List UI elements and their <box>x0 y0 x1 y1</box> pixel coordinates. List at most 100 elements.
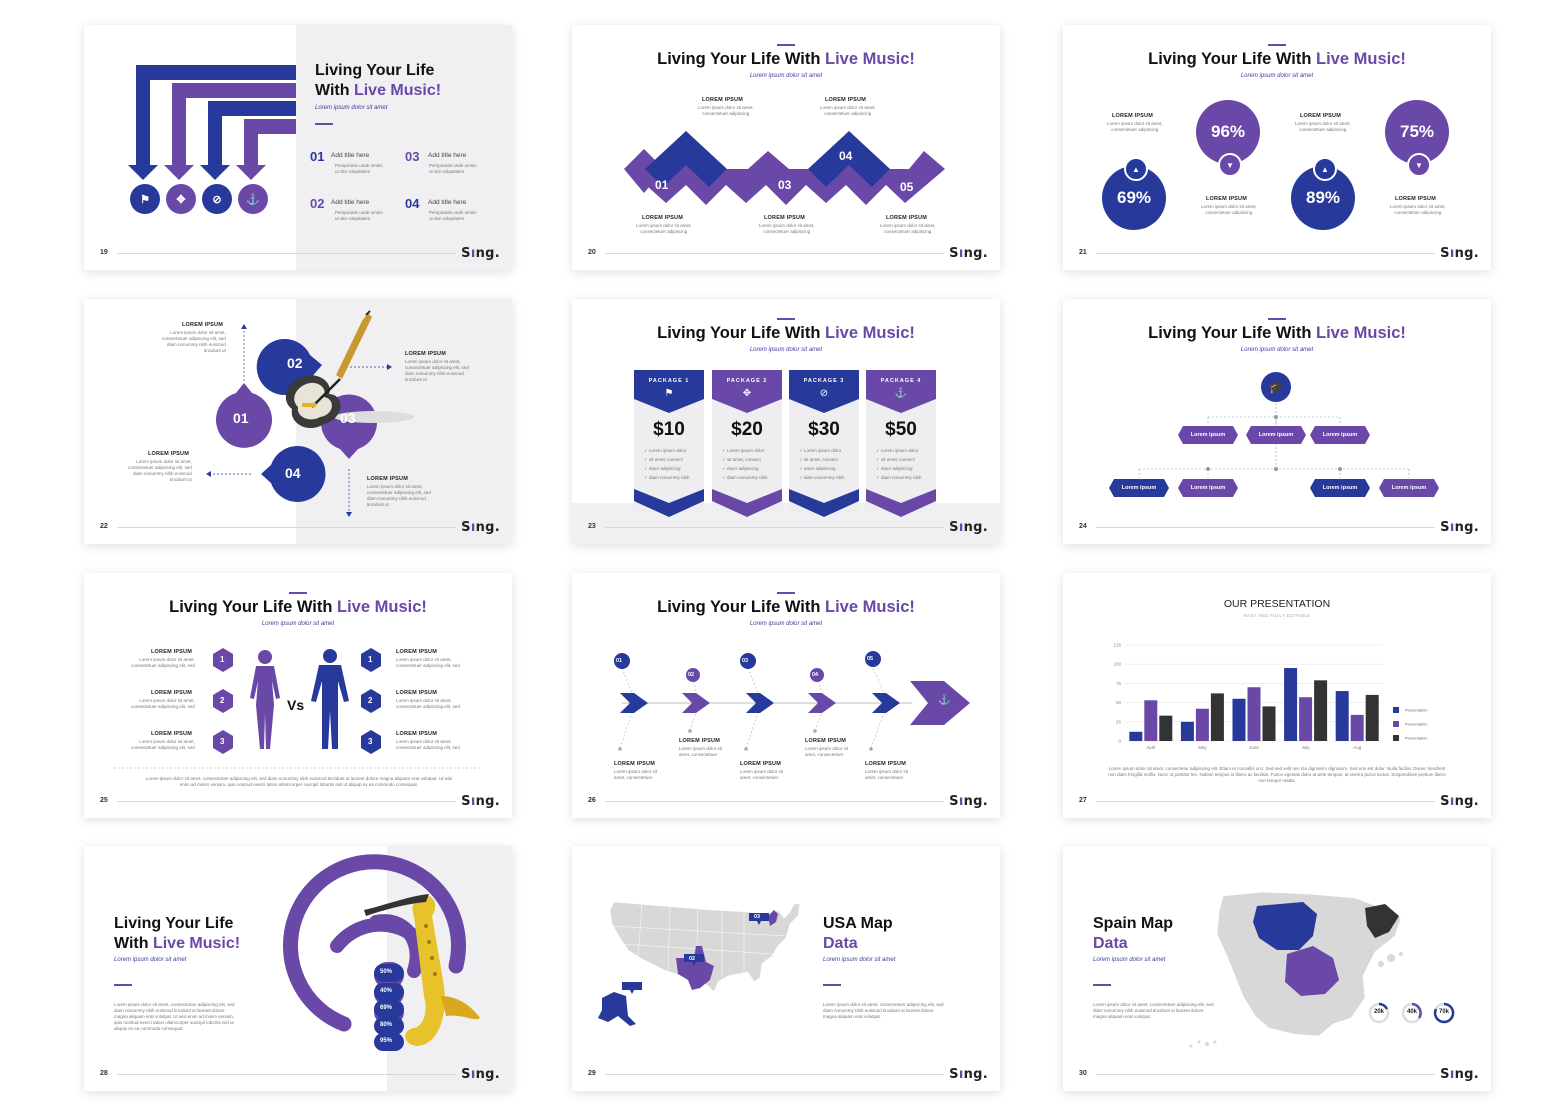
down-arrow-icon: ▼ <box>1407 153 1431 177</box>
footer-line <box>1096 1074 1435 1075</box>
slide-19[interactable]: ⚑ ✥ ⊘ ⚓ Living Your Life With Live Music… <box>84 25 512 270</box>
page-number: 23 <box>588 523 596 530</box>
slide-26[interactable]: Living Your Life With Live Music! Lorem … <box>572 573 1000 818</box>
page-number: 27 <box>1079 797 1087 804</box>
slide-subtitle: Lorem ipsum dolor sit amet <box>749 73 823 79</box>
page-number: 22 <box>100 523 108 530</box>
y-tick-label: 75 <box>1116 681 1122 686</box>
accent-bar <box>777 592 795 594</box>
slide-subtitle: Lorem ipsum dolor sit amet <box>315 105 388 111</box>
slide-title: Spain Map Data <box>1093 915 1174 952</box>
legend-swatch <box>1393 735 1399 741</box>
slide-subtitle: Lorem ipsum dolor sit amet <box>1093 957 1166 963</box>
stat-70k: 70k <box>1438 1009 1449 1015</box>
slide-title: Living Your Life With Live Music! <box>1148 50 1406 68</box>
timeline-num-02: 02 <box>688 672 695 678</box>
bar <box>1144 700 1158 741</box>
timeline-num-04: 04 <box>812 672 819 678</box>
no-sign-icon: ⊘ <box>202 184 232 214</box>
map-pin-03: 03 <box>754 914 761 920</box>
num-3-left: 3 <box>220 737 225 746</box>
brand-logo: Sıng. <box>1440 794 1479 809</box>
footer-line <box>117 801 456 802</box>
accent-dash <box>315 123 333 125</box>
slide-30[interactable]: Spain Map Data Lorem ipsum dolor sit ame… <box>1063 846 1491 1091</box>
brand-logo: Sıng. <box>949 246 988 261</box>
slide-footer: 20 Sıng. <box>572 240 1000 270</box>
step-05: 05 <box>900 180 914 194</box>
timeline-num-03: 03 <box>742 658 749 664</box>
accent-bar <box>289 592 307 594</box>
page-number: 26 <box>588 797 596 804</box>
gray-panel <box>296 25 512 270</box>
brand-logo: Sıng. <box>461 520 500 535</box>
page-number: 20 <box>588 249 596 256</box>
page-number: 21 <box>1079 249 1087 256</box>
footer-line <box>117 253 456 254</box>
up-arrow-icon: ▲ <box>1313 157 1337 181</box>
footer-line <box>605 253 944 254</box>
slide-footer: 21 Sıng. <box>1063 240 1491 270</box>
slide-title: USA Map Data <box>823 915 893 952</box>
chart-subtitle: EASY AND FULLY EDITABLE <box>1243 613 1311 618</box>
slide-footer: 19 Sıng. <box>84 240 512 270</box>
map-pin-01: 01 <box>627 978 634 984</box>
bar <box>1350 714 1364 741</box>
footer-line <box>1096 253 1435 254</box>
slide-27[interactable]: OUR PRESENTATION EASY AND FULLY EDITABLE… <box>1063 573 1491 818</box>
slide-24[interactable]: Living Your Life With Live Music! Lorem … <box>1063 299 1491 544</box>
chart-paragraph: Lorem ipsum dolor sit amet, consectetur … <box>1108 766 1446 783</box>
step-02: 02 <box>716 149 730 163</box>
accent-bar <box>1268 318 1286 320</box>
y-tick-label: 125 <box>1113 643 1121 648</box>
body-text: Lorem ipsum dolor sit amet, consectetuer… <box>823 1002 944 1019</box>
slide-28[interactable]: Living Your Life With Live Music! Lorem … <box>84 846 512 1091</box>
slide-title: Living Your Life With Live Music! <box>657 598 915 616</box>
org-node: Lorem ipsum <box>1391 485 1427 491</box>
slide-22[interactable]: 01 02 03 04 LOREM IPSUM Lorem ipsum dolor… <box>84 299 512 544</box>
page-number: 25 <box>100 797 108 804</box>
bar <box>1210 693 1224 741</box>
step-03: 03 <box>778 178 792 192</box>
slide-25[interactable]: Living Your Life With Live Music! Lorem … <box>84 573 512 818</box>
stair-arrows-graphic <box>128 65 296 180</box>
timeline-num-01: 01 <box>616 658 623 664</box>
brand-logo: Sıng. <box>949 520 988 535</box>
bar <box>1180 721 1194 741</box>
bar-chart: 0 25 50 75 100 125 April May June July Aug Presenta… <box>1113 643 1427 751</box>
footer-line <box>1096 527 1435 528</box>
usa-map <box>598 901 801 1026</box>
slide-29[interactable]: 01 02 03 USA Map Data Lorem ipsum dolor … <box>572 846 1000 1091</box>
slide-title: Living Your Life With Live Music! <box>169 598 427 616</box>
slide-title: Living Your Life With Live Music! <box>657 324 915 342</box>
legend-swatch <box>1393 707 1399 713</box>
body-text: Lorem ipsum dolor sit amet, consectetuer… <box>114 1002 235 1031</box>
signpost-icon: ⚑ <box>130 184 160 214</box>
bar <box>1232 698 1246 741</box>
brand-logo: Sıng. <box>1440 246 1479 261</box>
slide-subtitle: Lorem ipsum dolor sit amet <box>114 957 187 963</box>
slide-20[interactable]: Living Your Life With Live Music! Lorem … <box>572 25 1000 270</box>
anchor-icon: ⚓ <box>938 695 951 706</box>
footer-line <box>605 527 944 528</box>
stat-40k: 40k <box>1406 1009 1417 1015</box>
slide-title: Living Your Life With Live Music! <box>1148 324 1406 342</box>
vs-label: Vs <box>287 697 305 713</box>
page-number: 19 <box>100 249 108 256</box>
slide-21[interactable]: Living Your Life With Live Music! Lorem … <box>1063 25 1491 270</box>
down-arrow-icon: ▼ <box>1218 153 1242 177</box>
slide-footer: 25 Sıng. <box>84 788 512 818</box>
anchor-icon: ⚓ <box>238 184 268 214</box>
brand-logo: Sıng. <box>949 1067 988 1082</box>
no-sign-icon: ⊘ <box>819 388 829 399</box>
accent-bar <box>777 318 795 320</box>
anchor-icon: ⚓ <box>894 388 908 399</box>
x-tick-label: July <box>1302 745 1311 750</box>
org-node: Lorem ipsum <box>1121 485 1157 491</box>
slide-23[interactable]: Living Your Life With Live Music! Lorem … <box>572 299 1000 544</box>
move-arrows-icon: ✥ <box>742 388 752 399</box>
org-node: Lorem ipsum <box>1190 432 1226 438</box>
footer-line <box>117 1074 456 1075</box>
bar <box>1159 715 1173 741</box>
bubbles-graphic <box>206 310 414 517</box>
